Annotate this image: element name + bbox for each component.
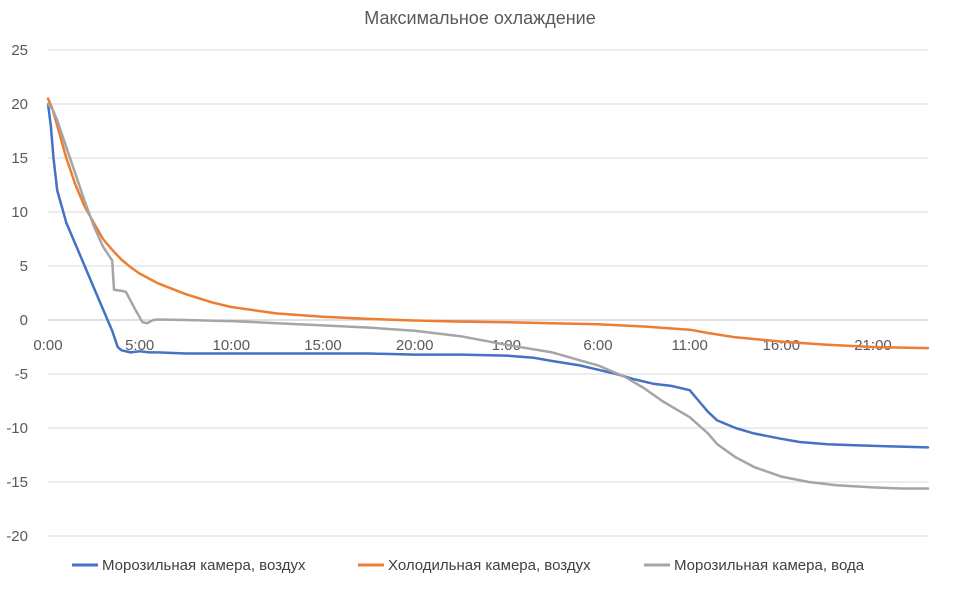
y-axis: 25 20 15 10 5 0 -5 -10 -15 -20: [6, 42, 28, 545]
y-tick-label: 25: [11, 42, 28, 59]
y-tick-label: -10: [6, 420, 28, 437]
x-tick-label: 21:00: [854, 337, 892, 354]
x-tick-label: 10:00: [213, 337, 251, 354]
series-line-1: [46, 102, 930, 449]
y-tick-label: -20: [6, 528, 28, 545]
y-tick-label: 20: [11, 96, 28, 113]
series-line-3: [46, 102, 930, 490]
legend-label: Морозильная камера, воздух: [102, 557, 306, 574]
legend: Морозильная камера, воздух Холодильная ка…: [72, 557, 865, 574]
legend-label: Холодильная камера, воздух: [388, 557, 591, 574]
x-tick-label: 11:00: [671, 337, 707, 354]
chart-title: Максимальное охлаждение: [364, 8, 595, 28]
series-line-2: [46, 97, 930, 350]
y-tick-label: 0: [20, 312, 28, 329]
x-tick-label: 0:00: [33, 337, 62, 354]
legend-label: Морозильная камера, вода: [674, 557, 865, 574]
y-tick-label: 10: [11, 204, 28, 221]
x-tick-label: 15:00: [304, 337, 342, 354]
y-tick-label: -5: [15, 366, 28, 383]
y-tick-label: 15: [11, 150, 28, 167]
series-lines: [46, 97, 930, 490]
x-tick-label: 20:00: [396, 337, 434, 354]
x-axis: 0:00 5:00 10:00 15:00 20:00 1:00 6:00 11:00 16:0…: [33, 337, 891, 354]
y-tick-label: -15: [6, 474, 28, 491]
y-tick-label: 5: [20, 258, 28, 275]
x-tick-label: 5:00: [125, 337, 154, 354]
x-tick-label: 6:00: [583, 337, 612, 354]
